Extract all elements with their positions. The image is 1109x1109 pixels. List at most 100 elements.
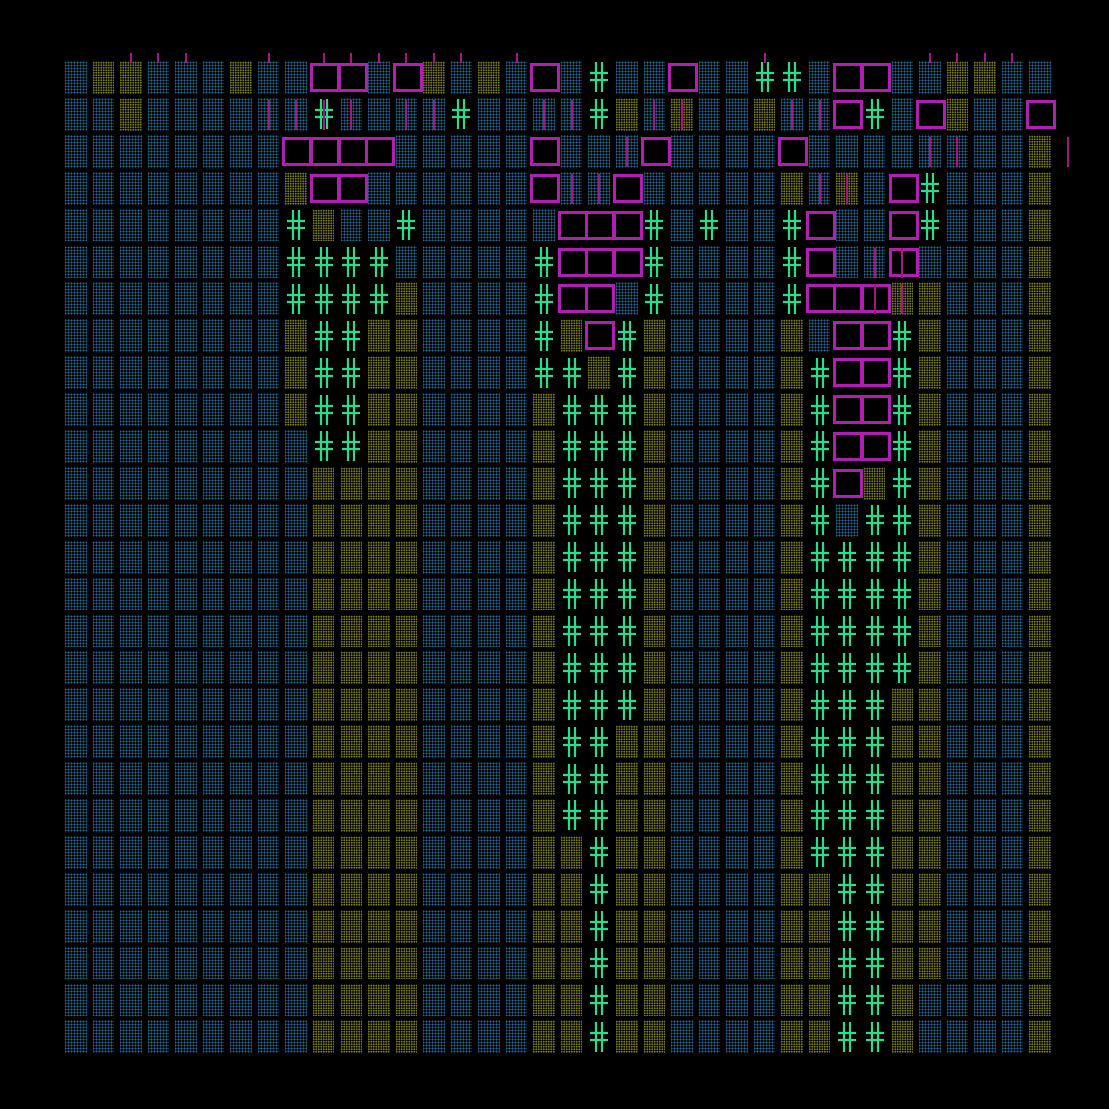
double-cross-plant-icon[interactable] (585, 539, 613, 576)
magenta-box-icon[interactable] (805, 247, 836, 277)
double-cross-plant-icon[interactable] (889, 391, 917, 428)
double-cross-plant-icon[interactable] (751, 59, 779, 96)
double-cross-plant-icon[interactable] (778, 280, 806, 317)
double-cross-plant-icon[interactable] (530, 244, 558, 281)
double-cross-plant-icon[interactable] (861, 613, 889, 650)
double-cross-plant-icon[interactable] (585, 576, 613, 613)
double-cross-plant-icon[interactable] (833, 539, 861, 576)
double-cross-plant-icon[interactable] (282, 207, 310, 244)
magenta-box-icon[interactable] (860, 432, 891, 461)
double-cross-plant-icon[interactable] (806, 502, 834, 539)
double-cross-plant-icon[interactable] (530, 317, 558, 354)
double-cross-plant-icon[interactable] (310, 354, 338, 391)
magenta-box-icon[interactable] (805, 284, 836, 314)
double-cross-plant-icon[interactable] (833, 723, 861, 760)
double-cross-plant-icon[interactable] (889, 317, 917, 354)
double-cross-plant-icon[interactable] (585, 1018, 613, 1055)
double-cross-plant-icon[interactable] (641, 280, 669, 317)
double-cross-plant-icon[interactable] (916, 170, 944, 207)
magenta-box-icon[interactable] (337, 173, 368, 203)
double-cross-plant-icon[interactable] (778, 244, 806, 281)
double-cross-plant-icon[interactable] (613, 576, 641, 613)
double-cross-plant-icon[interactable] (282, 244, 310, 281)
double-cross-plant-icon[interactable] (585, 59, 613, 96)
double-cross-plant-icon[interactable] (641, 207, 669, 244)
magenta-box-icon[interactable] (309, 136, 340, 166)
double-cross-plant-icon[interactable] (833, 613, 861, 650)
magenta-box-icon[interactable] (888, 173, 919, 203)
double-cross-plant-icon[interactable] (778, 59, 806, 96)
magenta-box-icon[interactable] (833, 358, 864, 388)
double-cross-plant-icon[interactable] (585, 391, 613, 428)
double-cross-plant-icon[interactable] (585, 797, 613, 834)
double-cross-plant-icon[interactable] (338, 354, 366, 391)
double-cross-plant-icon[interactable] (558, 465, 586, 502)
double-cross-plant-icon[interactable] (558, 760, 586, 797)
double-cross-plant-icon[interactable] (806, 465, 834, 502)
magenta-box-icon[interactable] (888, 247, 919, 277)
magenta-box-icon[interactable] (557, 210, 588, 240)
double-cross-plant-icon[interactable] (833, 982, 861, 1019)
double-cross-plant-icon[interactable] (861, 982, 889, 1019)
double-cross-plant-icon[interactable] (585, 834, 613, 871)
double-cross-plant-icon[interactable] (833, 908, 861, 945)
magenta-box-icon[interactable] (337, 63, 368, 92)
double-cross-plant-icon[interactable] (558, 539, 586, 576)
double-cross-plant-icon[interactable] (778, 207, 806, 244)
magenta-box-icon[interactable] (860, 321, 891, 351)
magenta-box-icon[interactable] (1026, 99, 1057, 129)
double-cross-plant-icon[interactable] (613, 465, 641, 502)
double-cross-plant-icon[interactable] (558, 428, 586, 465)
double-cross-plant-icon[interactable] (641, 244, 669, 281)
magenta-box-icon[interactable] (530, 63, 561, 92)
double-cross-plant-icon[interactable] (585, 982, 613, 1019)
double-cross-plant-icon[interactable] (806, 391, 834, 428)
magenta-box-icon[interactable] (282, 136, 313, 166)
double-cross-plant-icon[interactable] (861, 723, 889, 760)
double-cross-plant-icon[interactable] (613, 317, 641, 354)
magenta-box-icon[interactable] (613, 247, 643, 277)
double-cross-plant-icon[interactable] (889, 465, 917, 502)
double-cross-plant-icon[interactable] (338, 280, 366, 317)
double-cross-plant-icon[interactable] (558, 797, 586, 834)
double-cross-plant-icon[interactable] (833, 576, 861, 613)
double-cross-plant-icon[interactable] (833, 686, 861, 723)
double-cross-plant-icon[interactable] (310, 280, 338, 317)
magenta-box-icon[interactable] (833, 99, 864, 129)
magenta-box-icon[interactable] (585, 284, 616, 314)
double-cross-plant-icon[interactable] (806, 539, 834, 576)
double-cross-plant-icon[interactable] (861, 502, 889, 539)
double-cross-plant-icon[interactable] (585, 723, 613, 760)
double-cross-plant-icon[interactable] (310, 317, 338, 354)
double-cross-plant-icon[interactable] (310, 244, 338, 281)
double-cross-plant-icon[interactable] (530, 354, 558, 391)
double-cross-plant-icon[interactable] (585, 502, 613, 539)
double-cross-plant-icon[interactable] (889, 354, 917, 391)
double-cross-plant-icon[interactable] (558, 686, 586, 723)
double-cross-plant-icon[interactable] (861, 1018, 889, 1055)
magenta-box-icon[interactable] (833, 321, 864, 351)
magenta-box-icon[interactable] (337, 136, 368, 166)
double-cross-plant-icon[interactable] (365, 280, 393, 317)
magenta-box-icon[interactable] (833, 284, 864, 314)
magenta-box-icon[interactable] (833, 432, 864, 461)
double-cross-plant-icon[interactable] (889, 576, 917, 613)
magenta-box-icon[interactable] (309, 173, 340, 203)
magenta-box-icon[interactable] (668, 63, 699, 92)
magenta-box-icon[interactable] (585, 321, 616, 351)
magenta-box-icon[interactable] (557, 247, 588, 277)
double-cross-plant-icon[interactable] (365, 244, 393, 281)
double-cross-plant-icon[interactable] (861, 96, 889, 133)
double-cross-plant-icon[interactable] (806, 613, 834, 650)
double-cross-plant-icon[interactable] (833, 871, 861, 908)
double-cross-plant-icon[interactable] (338, 428, 366, 465)
double-cross-plant-icon[interactable] (558, 613, 586, 650)
double-cross-plant-icon[interactable] (585, 945, 613, 982)
double-cross-plant-icon[interactable] (530, 280, 558, 317)
double-cross-plant-icon[interactable] (558, 354, 586, 391)
double-cross-plant-icon[interactable] (613, 502, 641, 539)
double-cross-plant-icon[interactable] (806, 576, 834, 613)
magenta-box-icon[interactable] (613, 173, 643, 203)
double-cross-plant-icon[interactable] (833, 1018, 861, 1055)
double-cross-plant-icon[interactable] (696, 207, 724, 244)
